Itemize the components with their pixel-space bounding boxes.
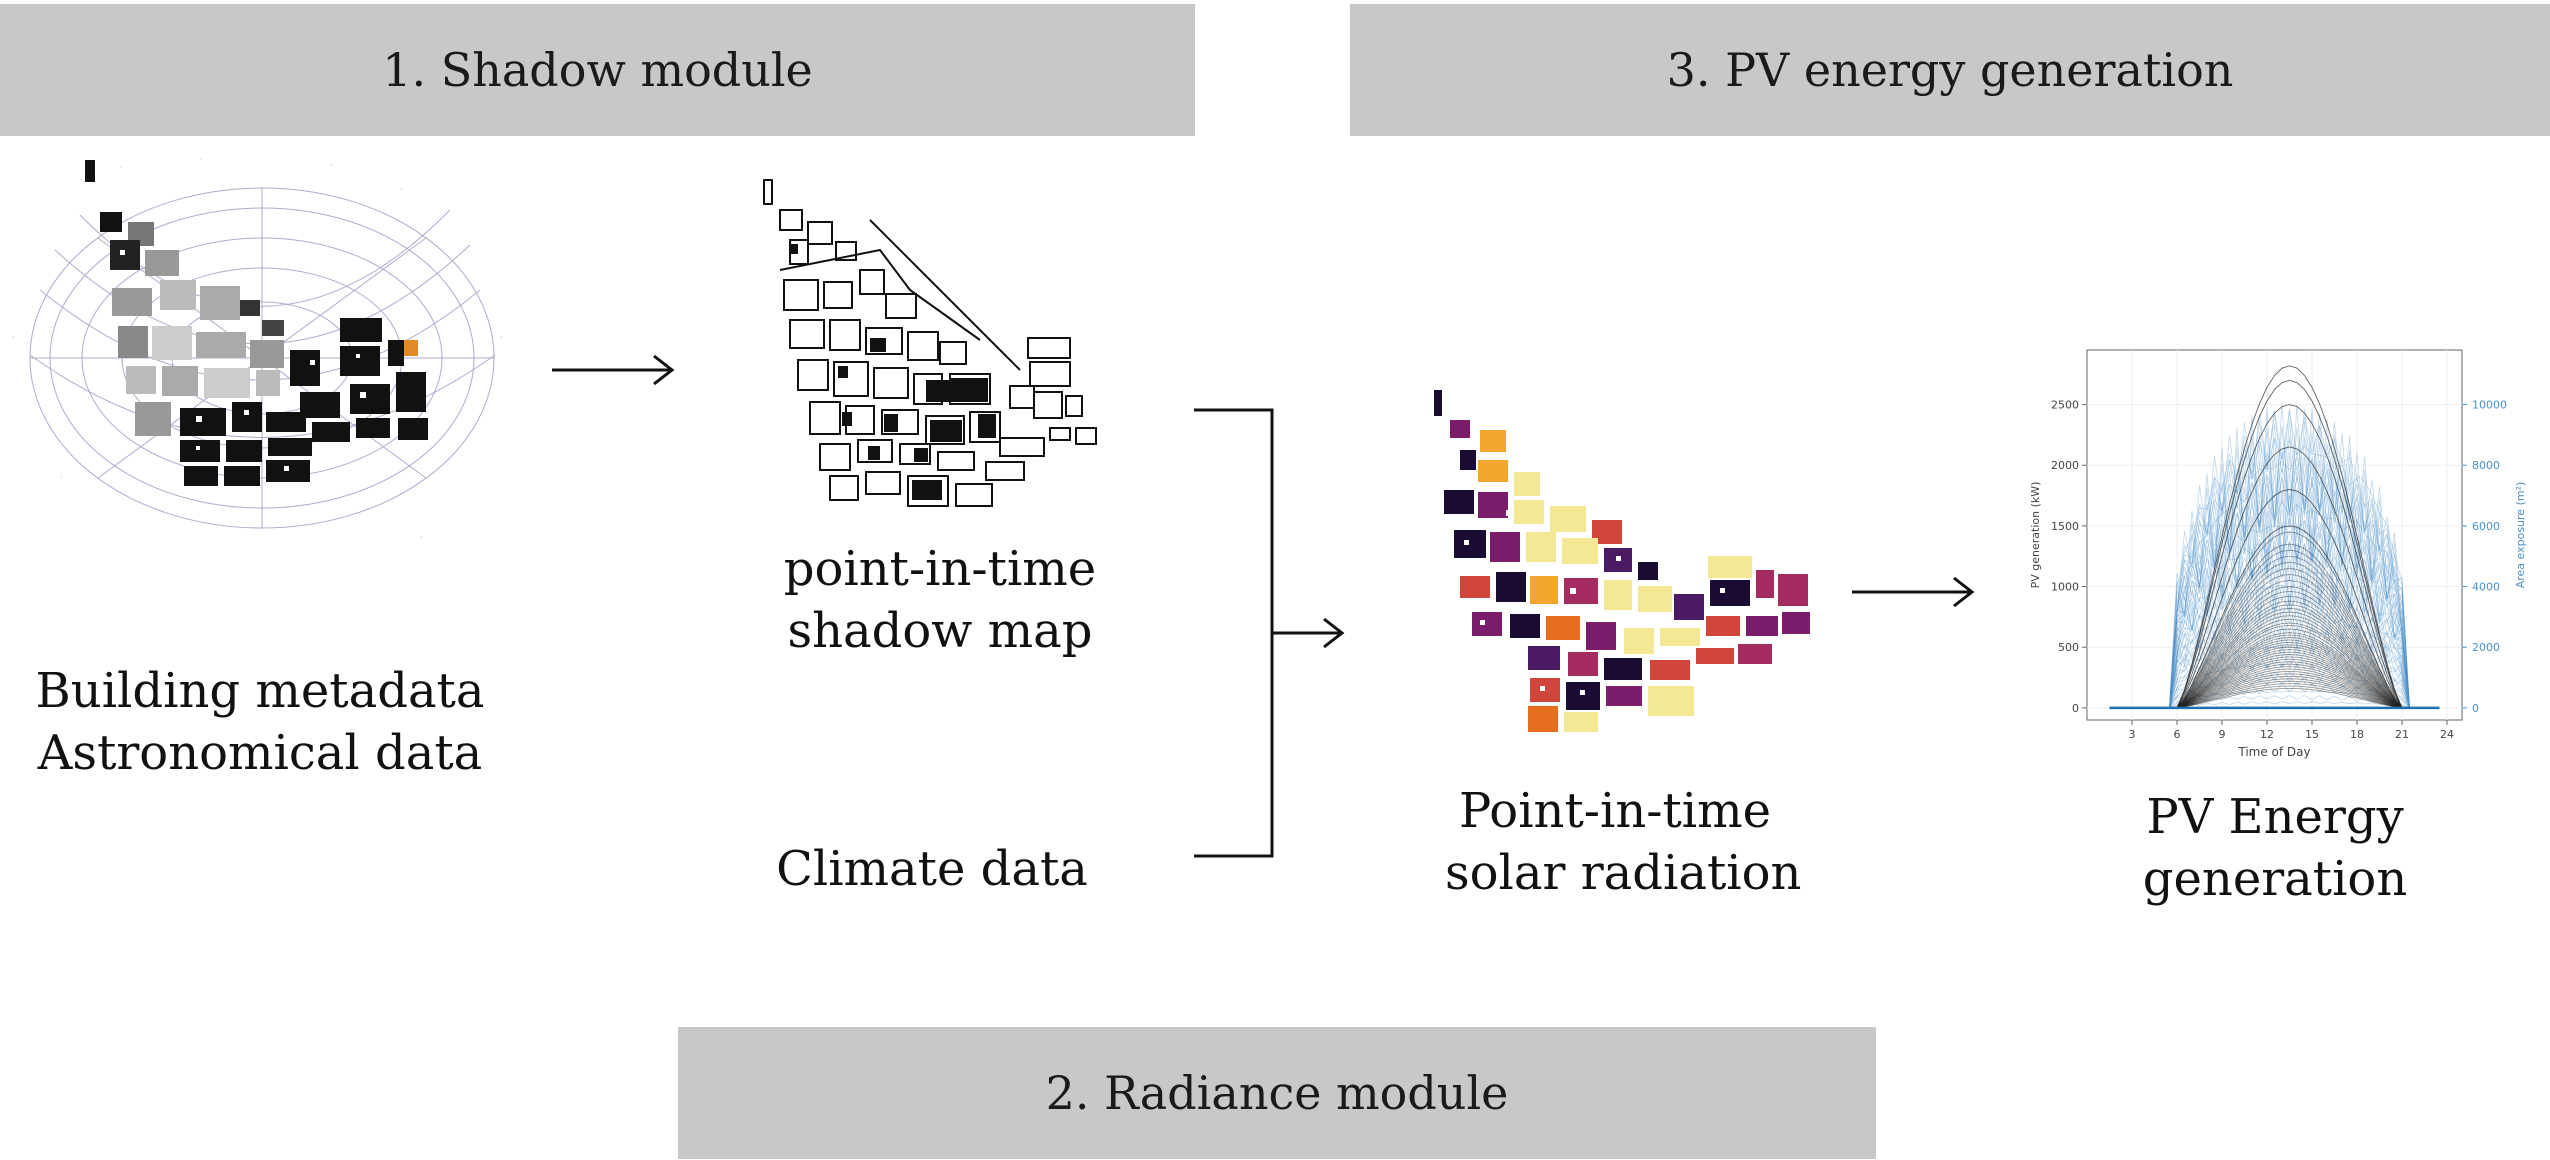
merge-bracket-arrow	[1194, 408, 1345, 858]
svg-text:·: ·	[120, 163, 123, 172]
climate-data-label: Climate data	[776, 841, 1088, 897]
y2-tick-label: 0	[2472, 702, 2479, 715]
pv-series	[2109, 365, 2440, 710]
pv-generation-title: 3. PV energy generation	[1666, 43, 2234, 97]
pv-generation-banner: 3. PV energy generation	[1350, 4, 2550, 136]
chart-y2-label: Area exposure (m²)	[2514, 482, 2527, 589]
y2-tick-label: 8000	[2472, 459, 2500, 472]
solar-caption-line2: solar radiation	[1445, 845, 1802, 901]
svg-text:·: ·	[500, 333, 503, 342]
radiance-module-banner: 2. Radiance module	[678, 1027, 1876, 1159]
shadow-caption-line2: shadow map	[787, 603, 1093, 659]
chart-ticks: 3 6 9 12 15 18 21 24 0 500 1000 1500 2000 2500 0 2000 40…	[2051, 399, 2507, 741]
x-tick-label: 21	[2395, 728, 2409, 741]
x-tick-label: 3	[2129, 728, 2136, 741]
pv-caption-line1: PV Energy	[2146, 789, 2404, 845]
shadow-caption-line1: point-in-time	[783, 541, 1097, 597]
svg-text:·: ·	[60, 473, 63, 482]
radiance-module-title: 2. Radiance module	[1045, 1066, 1509, 1120]
y2-tick-label: 10000	[2472, 399, 2507, 412]
x-tick-label: 24	[2440, 728, 2454, 741]
y-tick-label: 0	[2072, 702, 2079, 715]
pv-generation-chart: 3 6 9 12 15 18 21 24 0 500 1000 1500 2000 2500 0 2000 40…	[2029, 349, 2527, 759]
x-tick-label: 6	[2174, 728, 2181, 741]
x-tick-label: 12	[2260, 728, 2274, 741]
building-map-sunpath: · · · · · · · ·	[12, 155, 503, 542]
shadow-module-title: 1. Shadow module	[382, 43, 813, 97]
radiation-blocks	[1434, 390, 1810, 732]
chart-y-label: PV generation (kW)	[2029, 482, 2042, 589]
svg-text:·: ·	[400, 185, 403, 194]
shadow-module-banner: 1. Shadow module	[0, 4, 1195, 136]
svg-text:·: ·	[420, 533, 423, 542]
x-tick-label: 18	[2350, 728, 2364, 741]
pv-caption: PV Energy generation	[2110, 786, 2440, 910]
y-tick-label: 1000	[2051, 581, 2079, 594]
y-tick-label: 1500	[2051, 520, 2079, 533]
y-tick-label: 500	[2058, 641, 2079, 654]
solar-caption: Point-in-time solar radiation	[1445, 780, 1802, 904]
chart-x-label: Time of Day	[2237, 745, 2310, 759]
y2-tick-label: 4000	[2472, 581, 2500, 594]
shadow-map-outlines	[763, 179, 1097, 507]
y-tick-label: 2500	[2051, 399, 2079, 412]
building-caption-line1: Building metadata	[35, 663, 485, 719]
exposure-series	[2109, 403, 2440, 709]
x-tick-label: 9	[2219, 728, 2226, 741]
y2-tick-label: 6000	[2472, 520, 2500, 533]
pv-caption-line2: generation	[2142, 851, 2408, 907]
solar-caption-line1: Point-in-time	[1458, 783, 1772, 839]
shadow-map	[763, 179, 1097, 507]
sunpath-ticks: · · · · · · · ·	[12, 155, 503, 542]
shadow-regions	[790, 244, 996, 500]
svg-text:·: ·	[12, 333, 15, 342]
solar-radiation-map	[1434, 390, 1810, 732]
shadow-map-caption: point-in-time shadow map	[760, 538, 1120, 662]
building-caption: Building metadata Astronomical data	[30, 660, 490, 784]
arrow-shadow	[552, 354, 675, 386]
chart-plot-area	[2086, 349, 2463, 721]
y-tick-label: 2000	[2051, 459, 2079, 472]
climate-caption: Climate data	[752, 838, 1112, 900]
y2-tick-label: 2000	[2472, 641, 2500, 654]
x-tick-label: 15	[2305, 728, 2319, 741]
arrow-pv	[1852, 576, 1975, 608]
building-blocks	[85, 160, 428, 486]
svg-text:·: ·	[330, 161, 333, 170]
svg-text:·: ·	[200, 155, 203, 164]
building-caption-line2: Astronomical data	[37, 725, 483, 781]
